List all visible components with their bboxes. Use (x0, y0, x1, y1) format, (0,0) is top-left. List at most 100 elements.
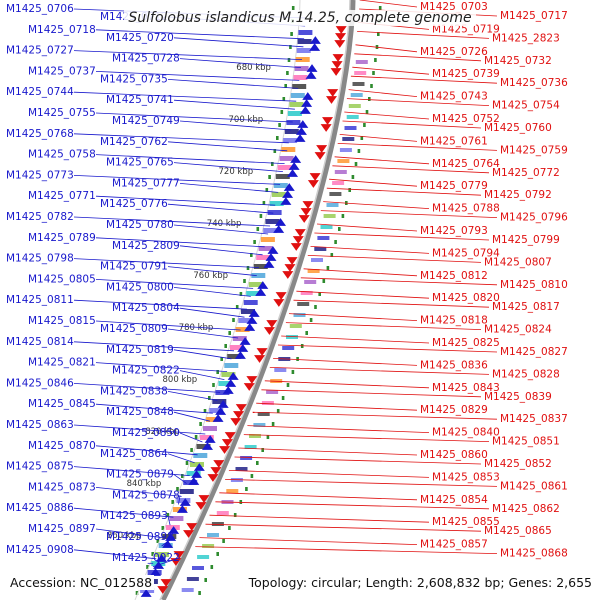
outer-tick-ring-dot (374, 58, 377, 62)
reverse-gene-arrow (314, 152, 326, 160)
outer-tick-ring-dot (204, 578, 207, 582)
forward-gene-label: M1425_0728 (112, 53, 180, 65)
reverse-gene-leader-line (285, 322, 482, 330)
inner-tick-ring-dot (216, 370, 219, 374)
forward-gene-label: M1425_0777 (112, 177, 180, 189)
forward-gene-leader-line (179, 370, 225, 380)
cds-feature-block (226, 489, 239, 493)
reverse-gene-label: M1425_0837 (500, 413, 568, 425)
cds-feature-block (294, 66, 309, 71)
inner-tick-ring-dot (282, 97, 286, 101)
forward-gene-leader-line (167, 266, 257, 276)
outer-tick-ring-dot (372, 71, 375, 75)
inner-tick-ring-dot (253, 240, 256, 244)
reverse-gene-label: M1425_0862 (492, 503, 560, 515)
reverse-gene-leader-line (316, 223, 418, 232)
outer-tick-ring-dot (368, 97, 371, 101)
forward-gene-label: M1425_0744 (6, 86, 74, 98)
forward-gene-label: M1425_0814 (6, 336, 74, 348)
inner-tick-ring-dot (250, 253, 253, 257)
reverse-gene-arrow (235, 404, 247, 412)
genome-backbone-highlight (159, 0, 351, 600)
forward-gene-label: M1425_0735 (100, 73, 168, 85)
forward-gene-leader-line (73, 507, 174, 518)
cds-feature-block (197, 555, 210, 559)
forward-gene-leader-line (173, 411, 210, 422)
forward-gene-arrow (149, 568, 161, 576)
reverse-gene-label: M1425_0717 (500, 10, 568, 22)
reverse-gene-leader-line (355, 44, 418, 53)
reverse-gene-label: M1425_0851 (492, 436, 560, 448)
forward-gene-leader-line (95, 154, 285, 164)
inner-tick-ring-dot (156, 539, 160, 543)
cds-feature-block (235, 327, 250, 332)
reverse-gene-arrow (263, 327, 275, 335)
forward-gene-leader-line (73, 424, 206, 435)
reverse-gene-arrow (327, 89, 339, 97)
forward-gene-label: M1425_0870 (28, 440, 96, 452)
cds-feature-block (230, 345, 244, 350)
inner-tick-ring-dot (232, 318, 235, 322)
forward-gene-leader-line (73, 549, 157, 560)
reverse-gene-leader-line (264, 380, 430, 389)
forward-gene-label: M1425_0773 (6, 169, 74, 181)
reverse-gene-label: M1425_0812 (420, 270, 488, 282)
reverse-gene-label: M1425_0743 (420, 91, 488, 103)
cds-feature-block (337, 159, 350, 163)
forward-gene-arrow (306, 64, 318, 72)
topology-text: Topology: circular; Length: 2,608,832 bp… (246, 575, 594, 590)
forward-gene-arrow (237, 344, 249, 352)
reverse-gene-label: M1425_0739 (432, 68, 500, 80)
cds-feature-block (293, 75, 308, 80)
cds-feature-block (227, 354, 242, 359)
reverse-gene-leader-line (310, 246, 430, 254)
cds-feature-block (279, 156, 294, 161)
forward-gene-label: M1425_0886 (6, 502, 74, 514)
reverse-gene-leader-line (300, 277, 498, 286)
inner-tick-ring-dot (146, 565, 149, 569)
reverse-gene-arrow (275, 292, 287, 300)
reverse-gene-arrow (157, 586, 169, 594)
reverse-gene-label: M1425_0825 (432, 337, 500, 349)
inner-tick-ring-dot (291, 6, 295, 10)
reverse-gene-label: M1425_0868 (500, 548, 568, 560)
kbp-tick-label: 760 kbp (193, 271, 228, 281)
reverse-gene-label: M1425_0754 (492, 100, 560, 112)
forward-gene-leader-line (179, 183, 279, 193)
outer-tick-ring-dot (210, 565, 214, 569)
outer-tick-ring-dot (228, 526, 231, 530)
cds-feature-block (155, 552, 169, 557)
cds-feature-block (300, 291, 313, 295)
cds-feature-block (258, 246, 273, 251)
forward-gene-label: M1425_0873 (28, 481, 96, 493)
forward-gene-label: M1425_0819 (106, 344, 174, 356)
reverse-gene-leader-line (293, 299, 490, 308)
reverse-gene-arrow (254, 355, 266, 363)
forward-gene-arrow (287, 169, 299, 177)
reverse-gene-label: M1425_0818 (420, 315, 488, 327)
inner-tick-ring-dot (224, 344, 227, 348)
reverse-gene-leader-line (359, 0, 418, 8)
inner-tick-ring-dot (212, 383, 215, 387)
reverse-gene-leader-line (205, 523, 482, 532)
forward-gene-leader-line (73, 91, 297, 102)
reverse-gene-leader-line (337, 143, 498, 151)
forward-gene-leader-line (95, 320, 241, 331)
forward-gene-arrow (168, 526, 180, 534)
reverse-gene-arrow (230, 418, 242, 426)
reverse-gene-label: M1425_0703 (420, 1, 488, 13)
forward-gene-label: M1425_0737 (28, 65, 96, 77)
reverse-gene-label: M1425_0839 (484, 391, 552, 403)
forward-gene-leader-line (167, 328, 239, 339)
forward-gene-leader-line (167, 516, 171, 526)
reverse-gene-arrow (292, 236, 304, 244)
reverse-gene-leader-line (273, 358, 418, 366)
reverse-gene-arrow (320, 124, 332, 132)
outer-tick-ring-dot (276, 409, 280, 413)
forward-gene-arrow (282, 190, 294, 198)
outer-tick-ring-dot (348, 188, 351, 192)
cds-feature-block (350, 93, 363, 97)
reverse-gene-arrow (266, 320, 278, 328)
outer-tick-ring-dot (256, 461, 259, 465)
